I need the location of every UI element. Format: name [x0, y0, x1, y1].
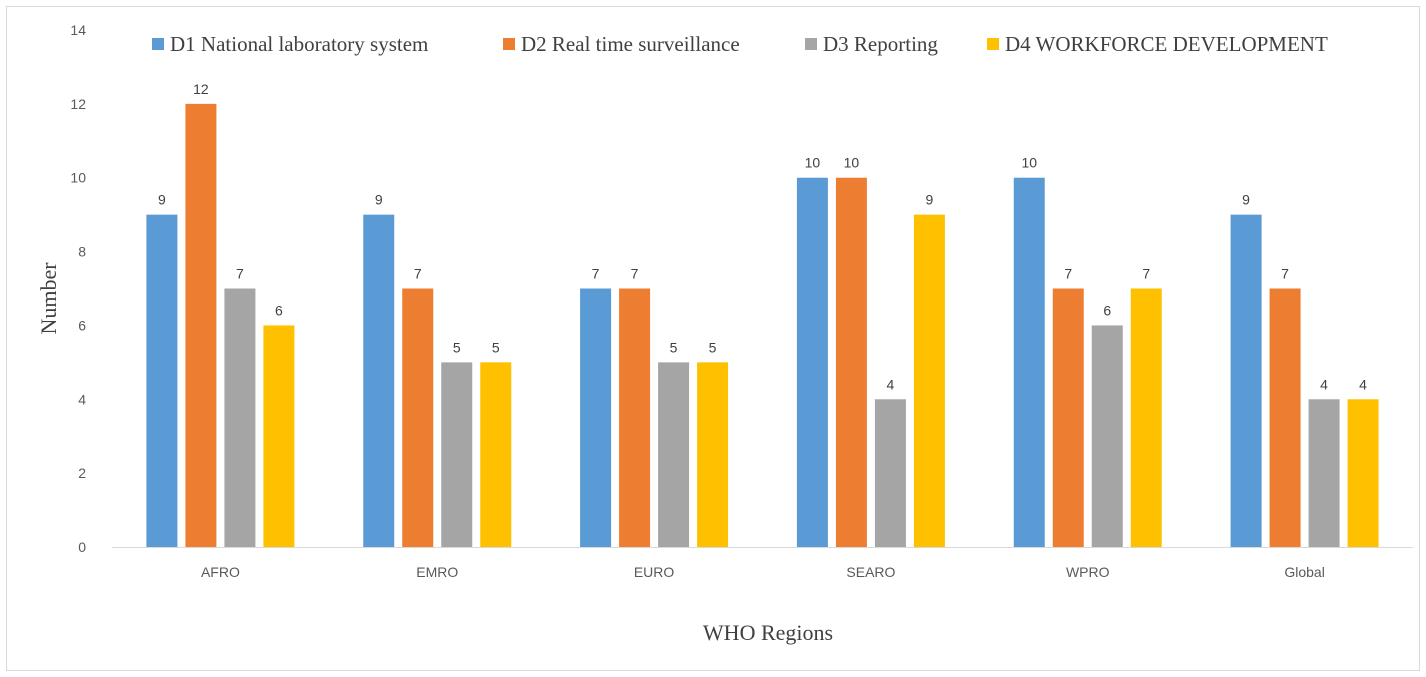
legend-label: D3 Reporting	[823, 32, 938, 56]
data-label: 4	[1320, 376, 1328, 392]
bar-afro-d1	[146, 214, 178, 547]
y-tick-label: 10	[70, 170, 86, 186]
data-label: 9	[926, 192, 934, 208]
data-label: 6	[275, 302, 283, 318]
legend-label: D2 Real time surveillance	[521, 32, 740, 56]
x-tick-label: AFRO	[201, 564, 240, 580]
x-tick-label: Global	[1284, 564, 1324, 580]
y-tick-label: 0	[78, 539, 86, 555]
y-tick-label: 14	[70, 22, 86, 38]
legend-swatch	[503, 38, 515, 50]
bar-wpro-d2	[1052, 288, 1084, 547]
bar-emro-d1	[363, 214, 395, 547]
data-label: 9	[158, 192, 166, 208]
data-label: 7	[414, 266, 422, 282]
bar-euro-d3	[658, 362, 690, 547]
x-tick-label: EMRO	[416, 564, 458, 580]
bar-emro-d3	[441, 362, 473, 547]
data-label: 9	[1242, 192, 1250, 208]
y-tick-label: 2	[78, 465, 86, 481]
bar-searo-d4	[913, 214, 945, 547]
data-label: 7	[1281, 266, 1289, 282]
bar-wpro-d4	[1130, 288, 1162, 547]
bar-euro-d2	[619, 288, 651, 547]
data-label: 7	[236, 266, 244, 282]
bar-euro-d4	[697, 362, 729, 547]
data-label: 4	[1359, 376, 1367, 392]
data-label: 6	[1103, 302, 1111, 318]
bar-global-d2	[1269, 288, 1301, 547]
x-tick-label: WPRO	[1066, 564, 1110, 580]
legend-swatch	[987, 38, 999, 50]
bar-euro-d1	[580, 288, 612, 547]
y-tick-label: 8	[78, 244, 86, 260]
y-axis-ticks: 0 2 4 6 8 10 12 14	[70, 22, 86, 555]
legend-item: D2 Real time surveillance	[503, 32, 740, 56]
bar-global-d4	[1347, 399, 1379, 547]
data-label: 10	[805, 155, 821, 171]
x-axis-ticks: AFRO EMRO EURO SEARO WPRO Global	[201, 564, 1325, 580]
data-label: 10	[844, 155, 860, 171]
bar-searo-d2	[835, 177, 867, 547]
bar-afro-d2	[185, 103, 217, 547]
data-label: 4	[887, 376, 895, 392]
bar-global-d1	[1230, 214, 1262, 547]
bar-searo-d3	[874, 399, 906, 547]
bar-wpro-d1	[1013, 177, 1045, 547]
data-label: 12	[193, 81, 209, 97]
bar-wpro-d3	[1091, 325, 1123, 547]
x-tick-label: EURO	[634, 564, 675, 580]
data-label: 5	[670, 339, 678, 355]
bar-global-d3	[1308, 399, 1340, 547]
legend-swatch	[805, 38, 817, 50]
data-labels: 9 12 7 6 9 7 5 5 7 7 5 5 10 10 4 9 10 7 6 7 9 7 4 4	[158, 81, 1367, 392]
data-label: 7	[1142, 266, 1150, 282]
data-label: 5	[453, 339, 461, 355]
x-tick-label: SEARO	[846, 564, 895, 580]
bar-emro-d4	[480, 362, 512, 547]
bars	[146, 103, 1379, 547]
y-tick-label: 4	[78, 391, 86, 407]
bar-afro-d3	[224, 288, 256, 547]
legend-item: D3 Reporting	[805, 32, 938, 56]
data-label: 5	[709, 339, 717, 355]
data-label: 7	[1064, 266, 1072, 282]
bar-searo-d1	[796, 177, 828, 547]
y-tick-label: 12	[70, 96, 86, 112]
x-axis-title: WHO Regions	[703, 620, 833, 645]
legend-swatch	[152, 38, 164, 50]
data-label: 10	[1021, 155, 1037, 171]
y-axis-title: Number	[36, 262, 61, 335]
bar-emro-d2	[402, 288, 434, 547]
legend-item: D4 WORKFORCE DEVELOPMENT	[987, 32, 1328, 56]
data-label: 9	[375, 192, 383, 208]
legend-label: D1 National laboratory system	[170, 32, 428, 56]
data-label: 5	[492, 339, 500, 355]
y-tick-label: 6	[78, 317, 86, 333]
bar-afro-d4	[263, 325, 295, 547]
data-label: 7	[631, 266, 639, 282]
legend: D1 National laboratory system D2 Real tim…	[152, 32, 1328, 56]
data-label: 7	[592, 266, 600, 282]
legend-label: D4 WORKFORCE DEVELOPMENT	[1005, 32, 1328, 56]
legend-item: D1 National laboratory system	[152, 32, 428, 56]
